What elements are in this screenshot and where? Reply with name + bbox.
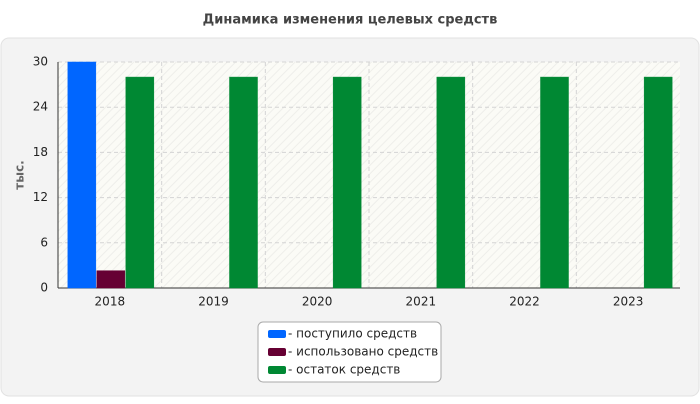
x-tick-label: 2020 [302, 295, 333, 309]
bar [540, 76, 569, 289]
x-tick-label: 2019 [198, 295, 229, 309]
legend-label: - использовано средств [288, 345, 438, 359]
legend-swatch [268, 348, 286, 356]
bar [643, 76, 673, 289]
chart-title: Динамика изменения целевых средств [203, 13, 498, 28]
x-tick-label: 2023 [613, 295, 644, 309]
x-tick-label: 2022 [509, 295, 540, 309]
legend-label: - остаток средств [288, 363, 400, 377]
y-tick-label: 30 [33, 55, 48, 69]
y-tick-label: 12 [33, 190, 48, 204]
x-tick-label: 2018 [95, 295, 126, 309]
legend [257, 321, 442, 383]
legend-label: - поступило средств [288, 327, 417, 341]
y-axis-label: тыс. [13, 160, 27, 189]
bar [96, 270, 126, 289]
bar [436, 76, 466, 289]
y-tick-label: 0 [40, 281, 48, 295]
bar [332, 76, 362, 289]
y-tick-label: 18 [33, 145, 48, 159]
bar [67, 61, 97, 289]
legend-swatch [268, 366, 286, 374]
y-tick-label: 6 [40, 235, 48, 249]
y-tick-label: 24 [33, 100, 48, 114]
x-tick-label: 2021 [406, 295, 437, 309]
bar [229, 76, 258, 289]
legend-swatch [268, 330, 286, 338]
bar [125, 76, 155, 289]
